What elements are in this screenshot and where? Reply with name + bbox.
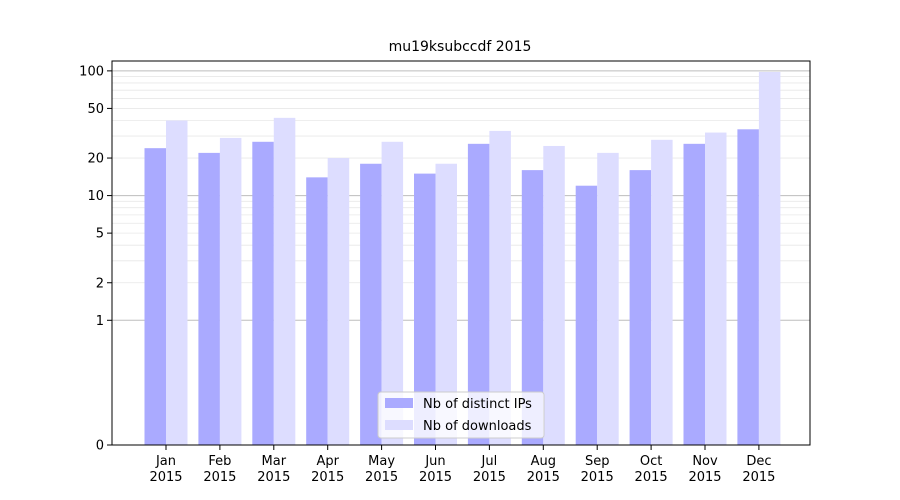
bar-ips-4 xyxy=(360,163,382,445)
bar-ips-5 xyxy=(414,173,436,445)
bar-downloads-6 xyxy=(489,130,511,445)
x-tick-label-9: Oct 2015 xyxy=(635,454,668,485)
legend-swatch-ips xyxy=(385,398,413,408)
x-tick-label-0: Jan 2015 xyxy=(149,454,182,485)
legend-label-downloads: Nb of downloads xyxy=(423,419,532,434)
x-tick-label-1: Feb 2015 xyxy=(203,454,236,485)
bar-ips-3 xyxy=(306,177,328,445)
y-tick-label-20: 20 xyxy=(87,152,104,167)
legend-box xyxy=(377,391,545,439)
x-tick-label-2: Mar 2015 xyxy=(257,454,290,485)
bar-ips-9 xyxy=(629,170,652,445)
x-tick-label-10: Nov 2015 xyxy=(688,454,721,485)
x-tick-label-3: Apr 2015 xyxy=(311,454,344,485)
plot-frame xyxy=(111,60,811,446)
bar-ips-8 xyxy=(575,185,598,445)
y-tick-label-0: 0 xyxy=(96,439,104,454)
x-tick-label-6: Jul 2015 xyxy=(473,454,506,485)
legend-label-ips: Nb of distinct IPs xyxy=(423,397,532,412)
y-axis: 0 1 2 5 10 20 50 100 xyxy=(79,64,112,454)
bar-downloads-5 xyxy=(435,163,457,445)
bar-ips-6 xyxy=(467,143,490,446)
x-tick-label-8: Sep 2015 xyxy=(581,454,614,485)
y-tick-label-50: 50 xyxy=(87,102,104,117)
bar-ips-11 xyxy=(737,129,759,446)
x-tick-label-4: May 2015 xyxy=(365,454,398,485)
x-tick-label-7: Aug 2015 xyxy=(527,454,560,485)
y-tick-label-1: 1 xyxy=(96,314,104,329)
x-tick-label-5: Jun 2015 xyxy=(419,454,452,485)
y-tick-label-5: 5 xyxy=(96,227,104,242)
bar-downloads-8 xyxy=(597,152,619,445)
y-tick-label-2: 2 xyxy=(96,276,104,291)
bar-downloads-4 xyxy=(381,141,404,445)
x-axis: Jan 2015 Feb 2015 Mar 2015 Apr 2015 May 2015 Jun 20… xyxy=(149,445,775,485)
bar-downloads-7 xyxy=(543,145,565,446)
bars xyxy=(144,71,781,446)
bar-ips-0 xyxy=(144,148,166,445)
y-tick-label-100: 100 xyxy=(79,64,104,79)
bar-ips-10 xyxy=(683,143,705,446)
bar-downloads-9 xyxy=(651,139,673,445)
bar-ips-7 xyxy=(521,170,544,445)
y-tick-label-10: 10 xyxy=(87,189,104,204)
legend: Nb of distinct IPs Nb of downloads xyxy=(377,391,545,439)
x-tick-label-11: Dec 2015 xyxy=(742,454,775,485)
bar-ips-2 xyxy=(252,141,274,445)
bar-downloads-2 xyxy=(273,117,296,445)
bar-downloads-1 xyxy=(219,137,242,446)
chart-title: mu19ksubccdf 2015 xyxy=(389,39,532,55)
bar-downloads-0 xyxy=(166,120,188,445)
bar-downloads-10 xyxy=(705,132,727,446)
bar-downloads-3 xyxy=(327,158,350,445)
bar-downloads-11 xyxy=(758,71,781,446)
legend-swatch-downloads xyxy=(385,420,413,430)
bar-ips-1 xyxy=(198,152,220,445)
